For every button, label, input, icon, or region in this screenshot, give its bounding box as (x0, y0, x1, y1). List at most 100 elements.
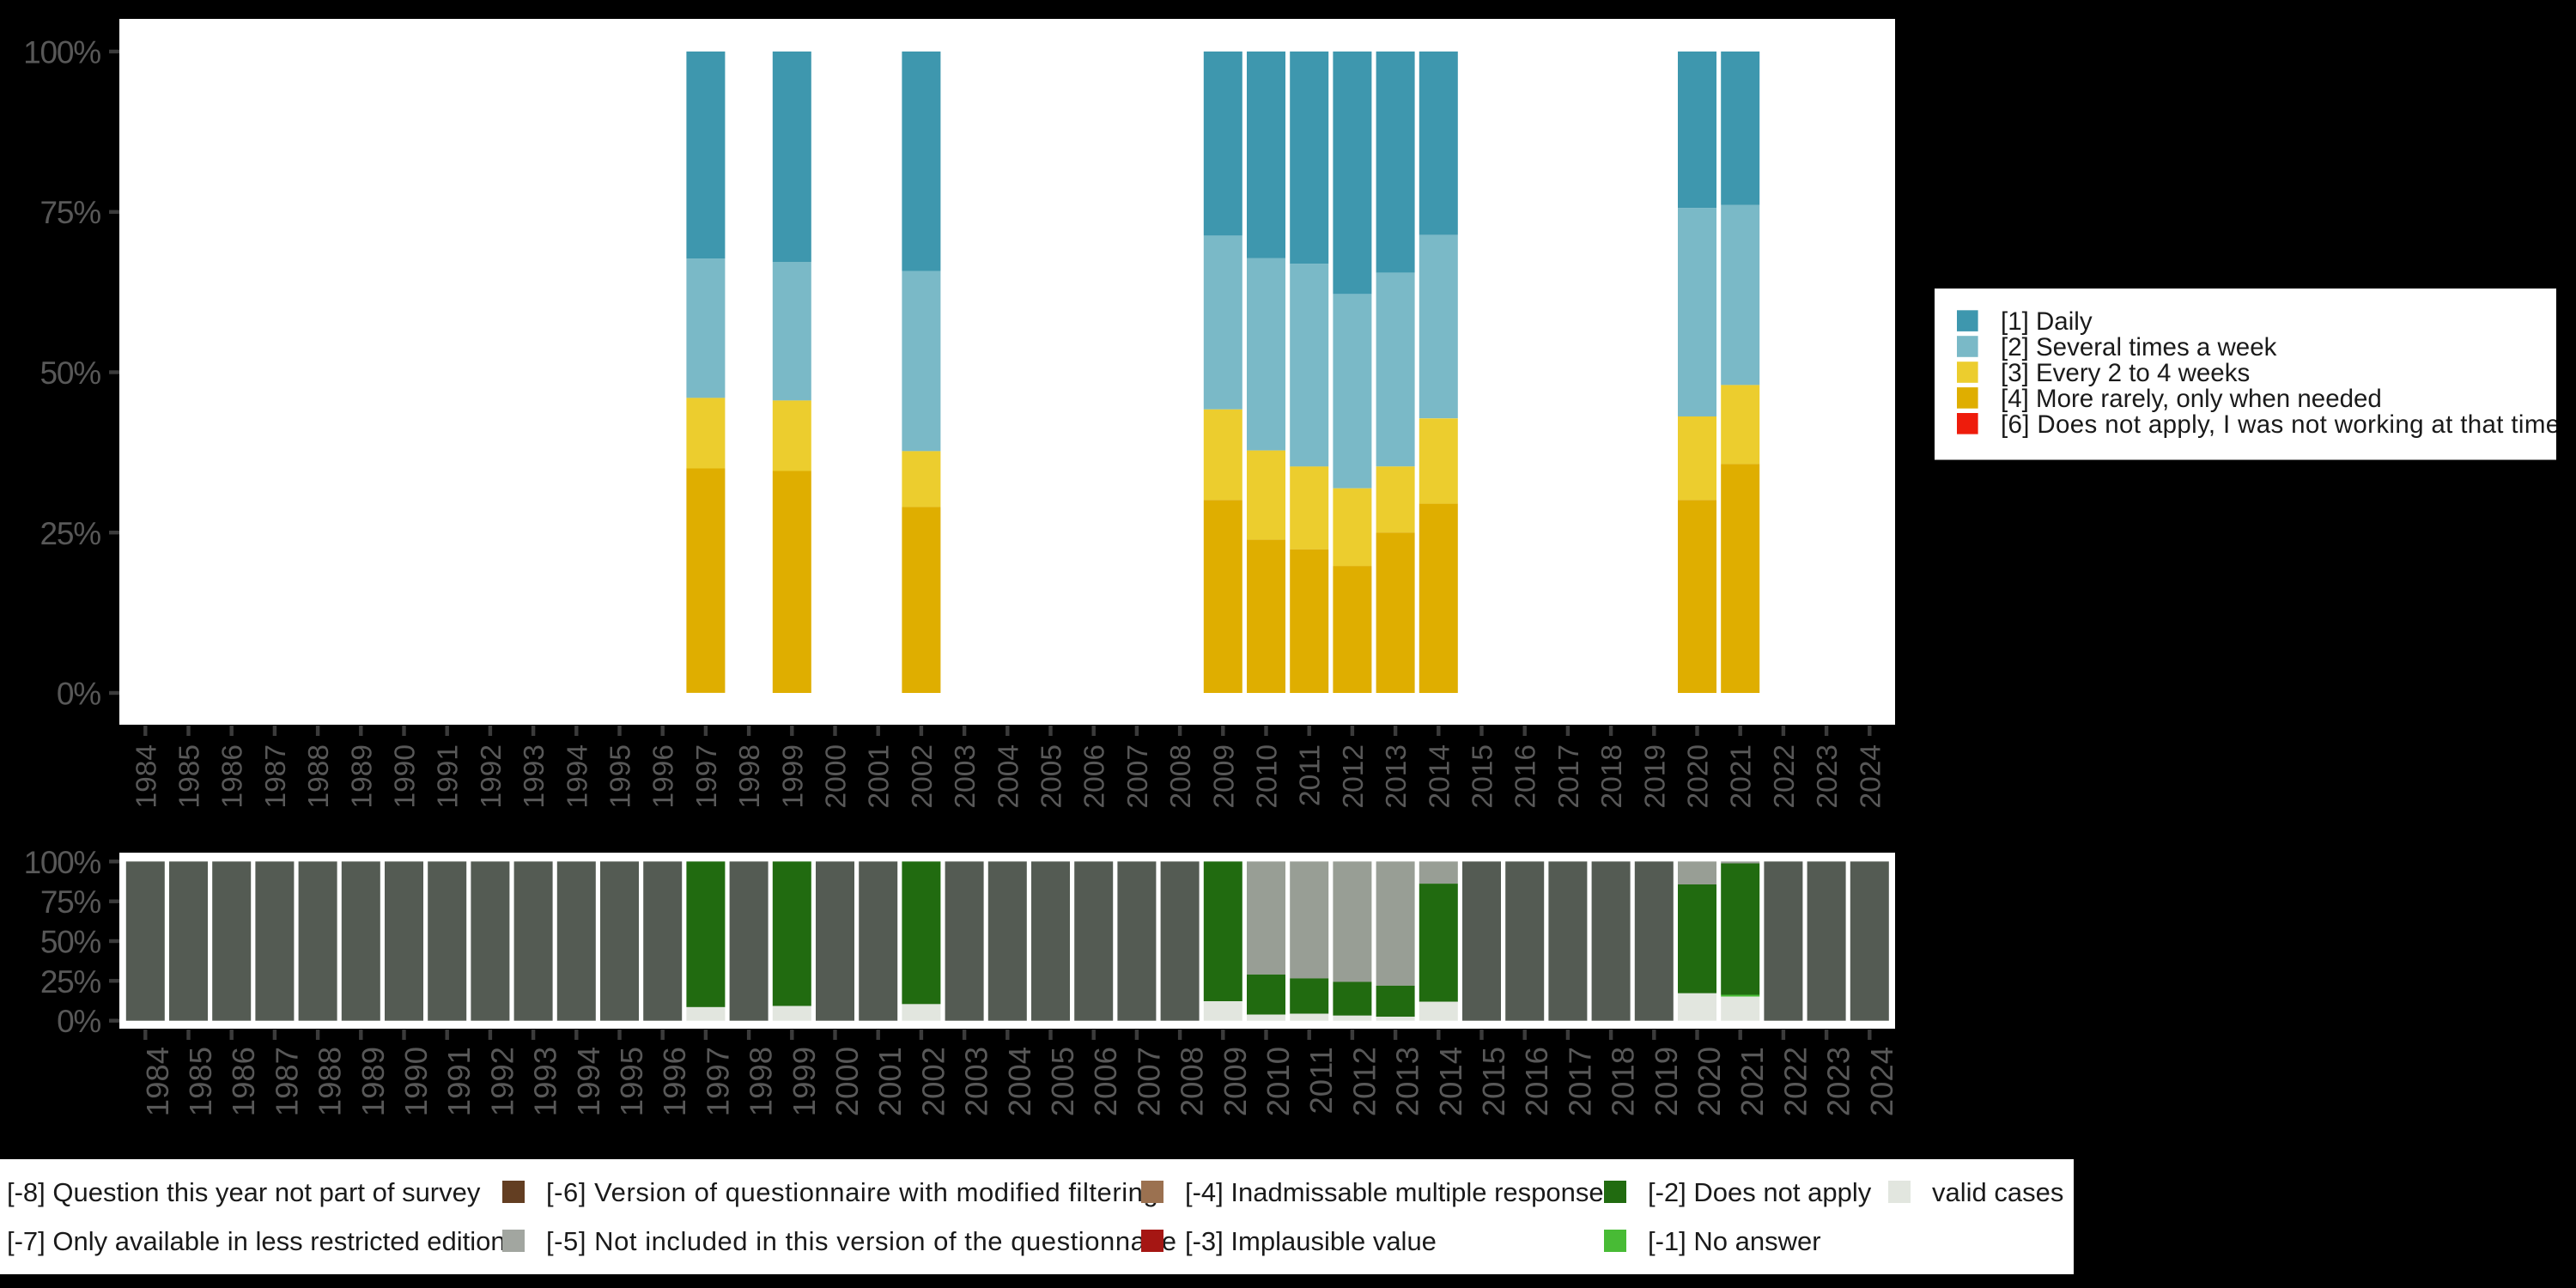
svg-text:2008: 2008 (1165, 744, 1197, 809)
svg-text:2008: 2008 (1175, 1047, 1210, 1116)
svg-text:25%: 25% (40, 516, 101, 551)
svg-text:50%: 50% (40, 355, 101, 391)
svg-text:2019: 2019 (1649, 1047, 1684, 1116)
svg-text:2023: 2023 (1812, 744, 1844, 809)
svg-text:1988: 1988 (313, 1047, 348, 1116)
svg-text:50%: 50% (40, 925, 101, 960)
svg-text:0%: 0% (57, 677, 100, 712)
svg-text:2003: 2003 (950, 744, 981, 809)
svg-text:2004: 2004 (1002, 1047, 1037, 1116)
svg-text:2009: 2009 (1208, 744, 1240, 809)
svg-text:2005: 2005 (1045, 1047, 1080, 1116)
svg-text:1992: 1992 (476, 744, 507, 809)
svg-text:2014: 2014 (1424, 744, 1455, 809)
svg-text:[-1] No answer: [-1] No answer (1648, 1226, 1821, 1256)
svg-text:2015: 2015 (1476, 1047, 1511, 1116)
svg-text:75%: 75% (40, 884, 101, 920)
svg-text:[1] Daily: [1] Daily (2001, 307, 2093, 336)
svg-text:2024: 2024 (1864, 1047, 1899, 1116)
svg-text:1986: 1986 (217, 744, 249, 809)
svg-text:2024: 2024 (1855, 744, 1886, 809)
svg-text:2010: 2010 (1261, 1047, 1296, 1116)
svg-text:1985: 1985 (174, 744, 206, 809)
svg-text:2023: 2023 (1821, 1047, 1856, 1116)
svg-text:2018: 2018 (1596, 744, 1628, 809)
svg-text:1995: 1995 (605, 744, 637, 809)
svg-text:100%: 100% (24, 845, 101, 880)
svg-text:1987: 1987 (260, 744, 292, 809)
svg-text:[2] Several times a week: [2] Several times a week (2001, 333, 2277, 361)
svg-text:2013: 2013 (1390, 1047, 1425, 1116)
svg-text:2013: 2013 (1381, 744, 1413, 809)
svg-text:[-4] Inadmissable multiple res: [-4] Inadmissable multiple response (1185, 1177, 1604, 1207)
svg-text:[-3] Implausible value: [-3] Implausible value (1185, 1226, 1437, 1256)
svg-text:2005: 2005 (1036, 744, 1068, 809)
svg-text:1985: 1985 (183, 1047, 218, 1116)
svg-text:0%: 0% (57, 1004, 100, 1039)
svg-text:2012: 2012 (1338, 744, 1370, 809)
svg-text:100%: 100% (23, 35, 100, 70)
svg-text:2015: 2015 (1467, 744, 1499, 809)
svg-text:2022: 2022 (1769, 744, 1801, 809)
svg-text:2006: 2006 (1079, 744, 1111, 809)
svg-text:2002: 2002 (915, 1047, 951, 1116)
svg-text:2020: 2020 (1683, 744, 1715, 809)
svg-text:2002: 2002 (907, 744, 939, 809)
svg-text:2021: 2021 (1726, 744, 1758, 809)
svg-text:1986: 1986 (226, 1047, 261, 1116)
svg-text:1997: 1997 (700, 1047, 735, 1116)
svg-text:2017: 2017 (1553, 744, 1585, 809)
svg-text:1984: 1984 (140, 1047, 175, 1116)
svg-text:2016: 2016 (1519, 1047, 1554, 1116)
svg-text:2022: 2022 (1777, 1047, 1813, 1116)
svg-text:2017: 2017 (1562, 1047, 1597, 1116)
svg-text:1999: 1999 (787, 1047, 822, 1116)
svg-text:2009: 2009 (1218, 1047, 1253, 1116)
svg-text:2007: 2007 (1122, 744, 1154, 809)
svg-text:1998: 1998 (734, 744, 766, 809)
svg-text:[6] Does not apply, I was not: [6] Does not apply, I was not working at… (2001, 410, 2561, 439)
svg-text:1984: 1984 (131, 744, 162, 809)
svg-text:1987: 1987 (269, 1047, 304, 1116)
svg-text:1988: 1988 (303, 744, 335, 809)
svg-text:2001: 2001 (872, 1047, 908, 1116)
svg-text:2014: 2014 (1433, 1047, 1468, 1116)
svg-text:[-5] Not included in this vers: [-5] Not included in this version of the… (546, 1226, 1177, 1256)
svg-text:2001: 2001 (864, 744, 896, 809)
svg-text:1991: 1991 (441, 1047, 477, 1116)
svg-text:2011: 2011 (1295, 744, 1327, 806)
svg-text:[-8] Question this year not pa: [-8] Question this year not part of surv… (7, 1177, 481, 1207)
svg-text:25%: 25% (40, 964, 101, 999)
svg-text:1991: 1991 (433, 744, 465, 809)
svg-text:2016: 2016 (1510, 744, 1542, 809)
svg-text:1993: 1993 (519, 744, 550, 809)
svg-text:1996: 1996 (657, 1047, 692, 1116)
svg-text:1999: 1999 (777, 744, 809, 809)
svg-text:2003: 2003 (959, 1047, 994, 1116)
svg-text:2007: 2007 (1131, 1047, 1166, 1116)
svg-text:75%: 75% (40, 195, 101, 230)
svg-text:2019: 2019 (1639, 744, 1671, 809)
svg-text:1994: 1994 (562, 744, 593, 809)
svg-text:2004: 2004 (993, 744, 1024, 809)
svg-text:1992: 1992 (484, 1047, 519, 1116)
svg-text:1989: 1989 (346, 744, 378, 809)
svg-text:1990: 1990 (390, 744, 422, 809)
svg-text:1995: 1995 (614, 1047, 649, 1116)
svg-text:2006: 2006 (1088, 1047, 1123, 1116)
svg-text:valid cases: valid cases (1932, 1177, 2063, 1207)
svg-text:2000: 2000 (821, 744, 853, 809)
svg-text:[-6] Version of questionnaire: [-6] Version of questionnaire with modif… (546, 1177, 1158, 1207)
svg-text:[4] More rarely, only when nee: [4] More rarely, only when needed (2001, 385, 2382, 413)
svg-text:1998: 1998 (744, 1047, 779, 1116)
svg-text:2020: 2020 (1692, 1047, 1727, 1116)
svg-text:1996: 1996 (648, 744, 680, 809)
svg-text:1989: 1989 (355, 1047, 391, 1116)
svg-text:[-7] Only available in less re: [-7] Only available in less restricted e… (7, 1226, 506, 1256)
svg-text:2010: 2010 (1252, 744, 1284, 809)
svg-text:2011: 2011 (1303, 1047, 1339, 1115)
svg-text:2000: 2000 (829, 1047, 865, 1116)
svg-text:2021: 2021 (1735, 1047, 1770, 1116)
svg-text:[-2] Does not apply: [-2] Does not apply (1648, 1177, 1872, 1207)
svg-text:1994: 1994 (571, 1047, 606, 1116)
